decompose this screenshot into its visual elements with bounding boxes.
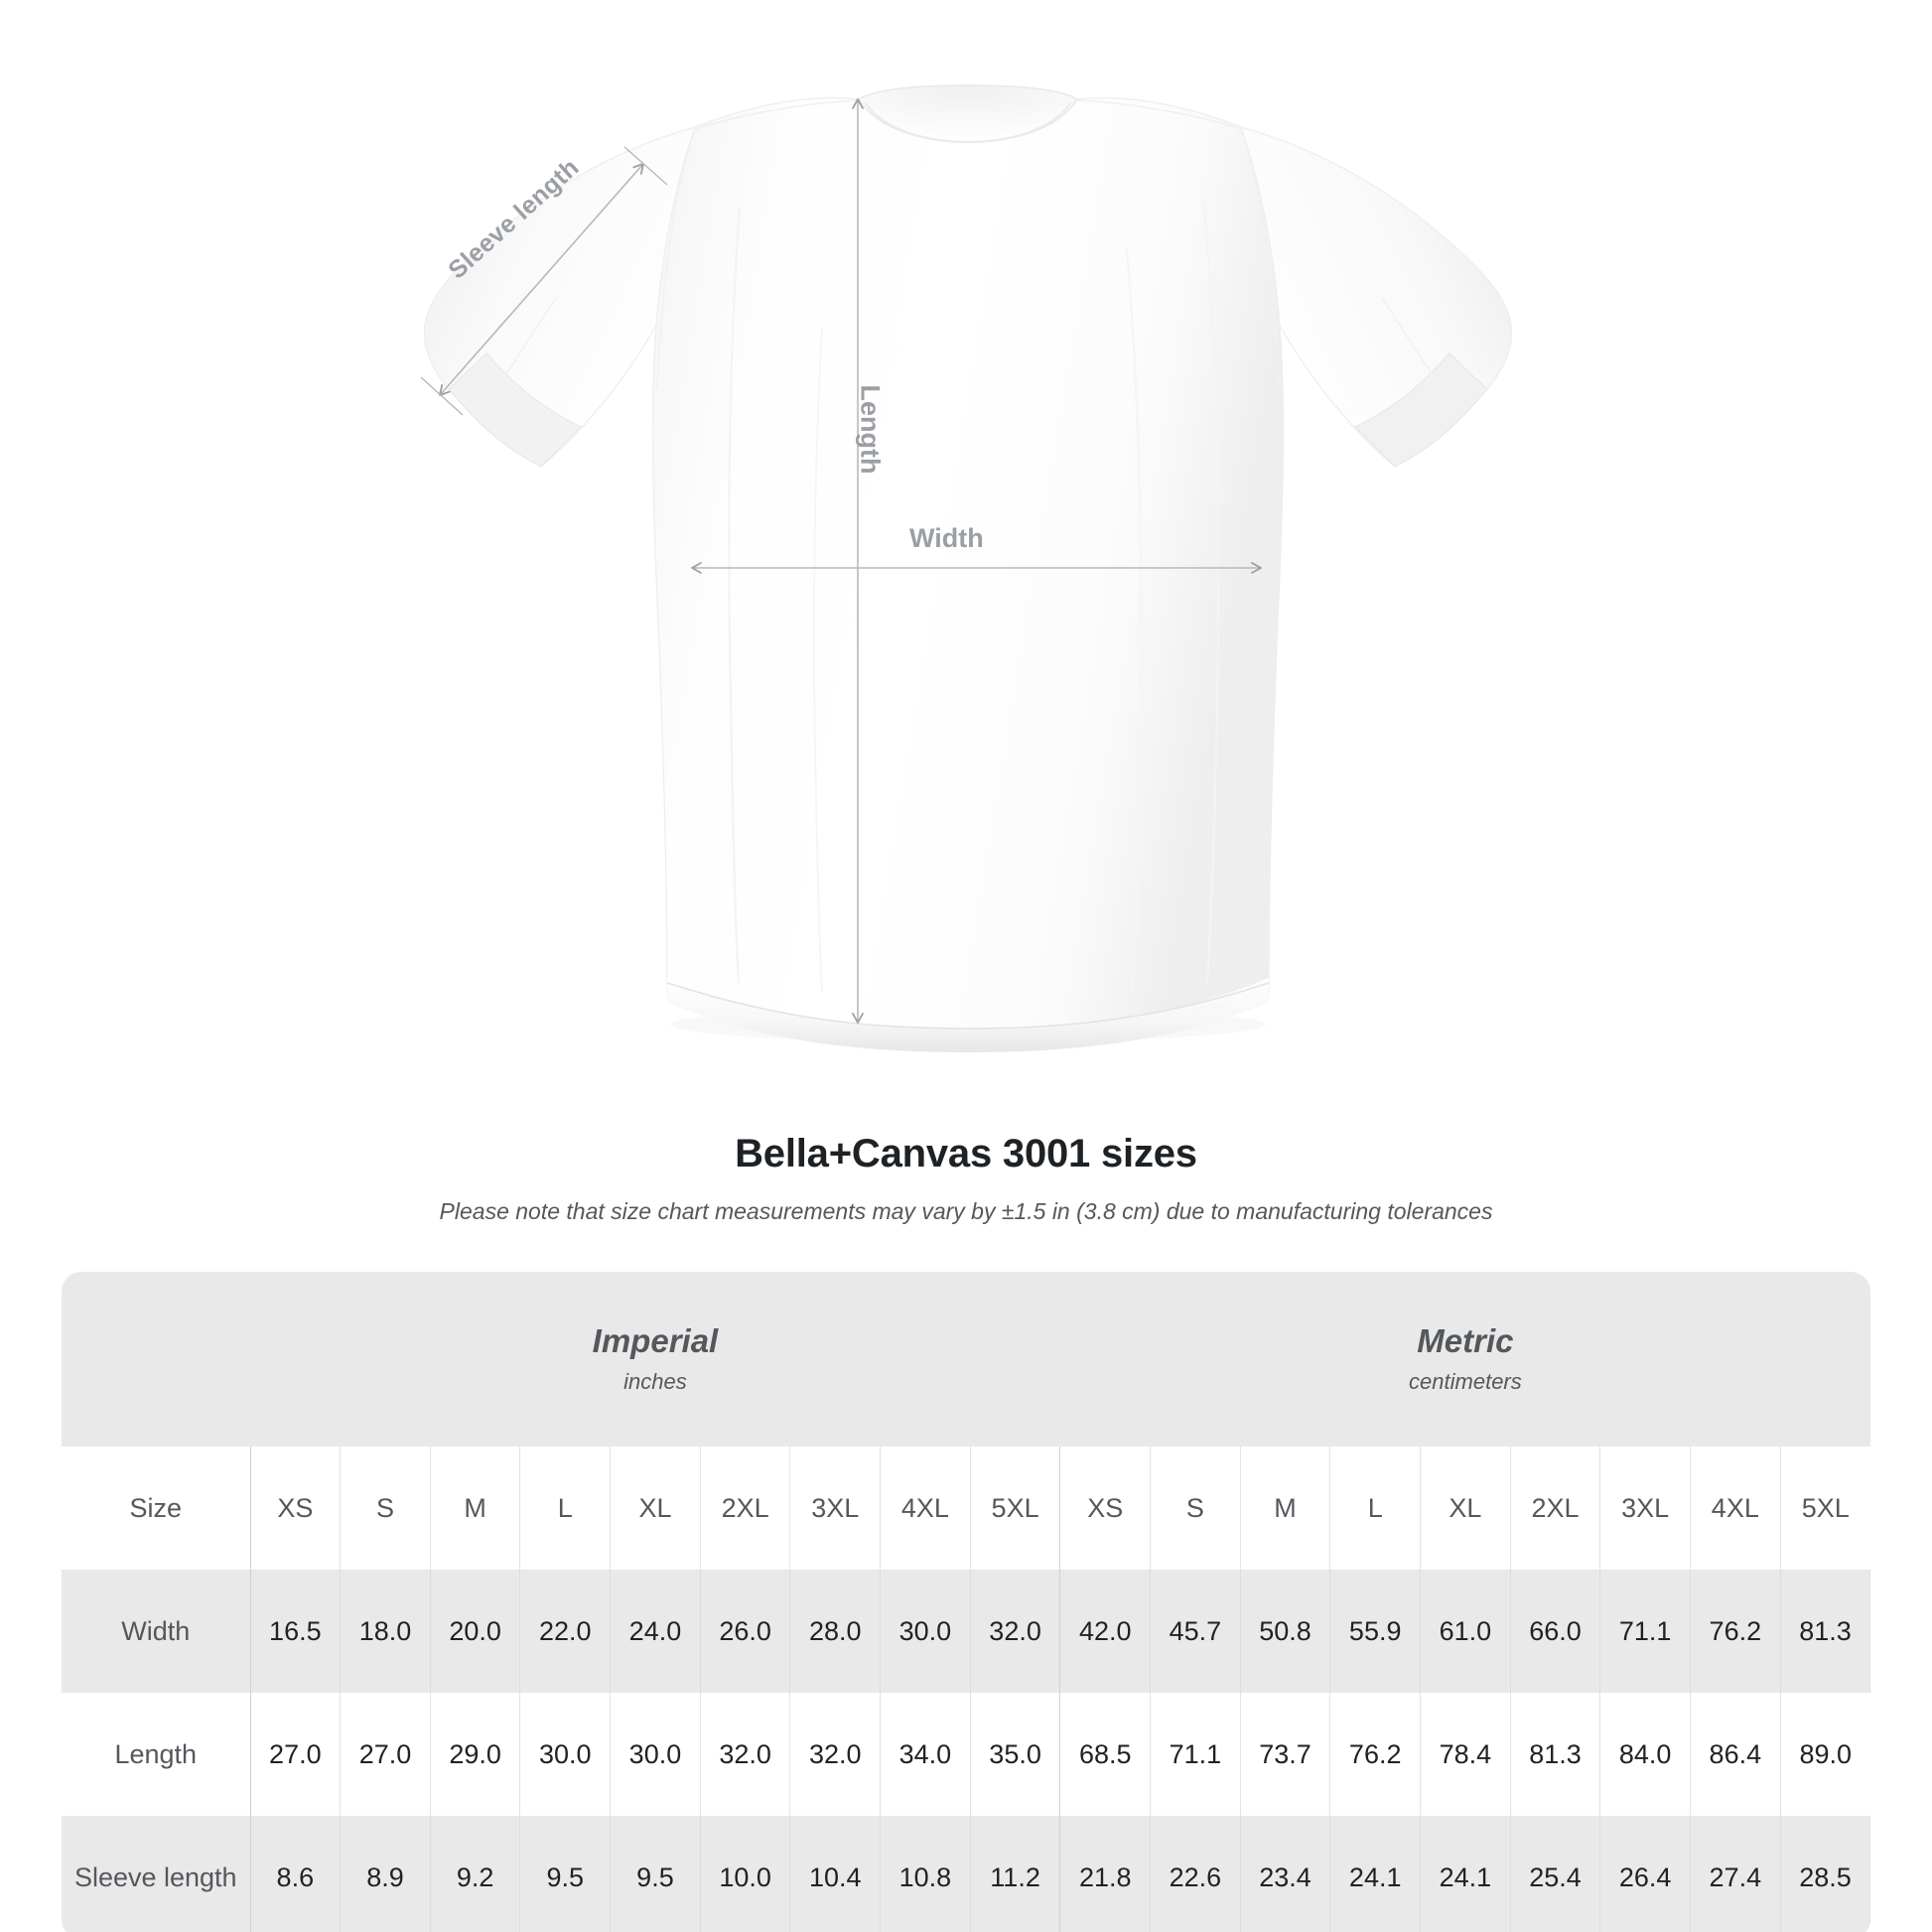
cell-imperial: 10.0 <box>700 1816 791 1932</box>
cell-metric: 76.2 <box>1329 1693 1422 1816</box>
cell-imperial: 22.0 <box>519 1570 612 1693</box>
cell-imperial: 28.0 <box>789 1570 882 1693</box>
size-header-imperial-s: S <box>340 1447 431 1570</box>
cell-metric: 22.6 <box>1150 1816 1241 1932</box>
cell-imperial: 27.0 <box>340 1693 431 1816</box>
cell-metric: 71.1 <box>1599 1570 1691 1693</box>
size-header-metric-3xl: 3XL <box>1599 1447 1691 1570</box>
cell-metric: 76.2 <box>1690 1570 1781 1693</box>
table-row: Sleeve length 8.6 8.9 9.2 9.5 9.5 10.0 10.4 10.8… <box>62 1816 1871 1932</box>
size-header-imperial-4xl: 4XL <box>880 1447 971 1570</box>
cell-metric: 24.1 <box>1420 1816 1511 1932</box>
chart-heading: Bella+Canvas 3001 sizes Please note that… <box>0 1132 1932 1225</box>
table-row: Length 27.0 27.0 29.0 30.0 30.0 32.0 32.0 34.0 35… <box>62 1693 1870 1816</box>
size-header-metric-m: M <box>1240 1447 1331 1570</box>
unit-group-row: Imperial inches Metric centimeters <box>62 1272 1870 1447</box>
cell-metric: 86.4 <box>1690 1693 1781 1816</box>
size-header-metric-xs: XS <box>1059 1447 1152 1570</box>
cell-metric: 78.4 <box>1420 1693 1511 1816</box>
size-header-metric-l: L <box>1329 1447 1422 1570</box>
size-header-imperial-xl: XL <box>610 1447 701 1570</box>
cell-imperial: 30.0 <box>880 1570 971 1693</box>
cell-metric: 81.3 <box>1780 1570 1871 1693</box>
cell-metric: 24.1 <box>1329 1816 1422 1932</box>
cell-metric: 45.7 <box>1150 1570 1241 1693</box>
cell-imperial: 34.0 <box>880 1693 971 1816</box>
cell-imperial: 20.0 <box>430 1570 521 1693</box>
row-label-width: Width <box>62 1570 251 1693</box>
cell-imperial: 27.0 <box>250 1693 342 1816</box>
cell-metric: 50.8 <box>1240 1570 1331 1693</box>
size-header-row: Size XS S M L XL 2XL 3XL 4XL 5XL XS S M L XL 2XL 3XL 4XL 5… <box>62 1447 1870 1570</box>
unit-group-metric: Metric centimeters <box>1059 1272 1870 1447</box>
cell-imperial: 8.6 <box>250 1816 342 1932</box>
size-header-metric-5xl: 5XL <box>1780 1447 1870 1570</box>
unit-group-name: Metric <box>1417 1321 1514 1359</box>
cell-metric: 28.5 <box>1780 1816 1871 1932</box>
cell-imperial: 32.0 <box>970 1570 1061 1693</box>
size-header-imperial-l: L <box>519 1447 612 1570</box>
unit-group-unit: inches <box>623 1369 687 1395</box>
tolerance-note: Please note that size chart measurements… <box>439 1198 1493 1224</box>
cell-metric: 25.4 <box>1510 1816 1601 1932</box>
size-header-imperial-m: M <box>430 1447 521 1570</box>
cell-imperial: 8.9 <box>340 1816 431 1932</box>
size-header-metric-s: S <box>1150 1447 1241 1570</box>
width-annotation-label: Width <box>909 523 984 553</box>
cell-imperial: 26.0 <box>700 1570 791 1693</box>
cell-imperial: 29.0 <box>430 1693 521 1816</box>
size-header-label: Size <box>62 1447 251 1570</box>
cell-imperial: 32.0 <box>789 1693 882 1816</box>
cell-imperial: 24.0 <box>610 1570 701 1693</box>
size-header-imperial-xs: XS <box>250 1447 342 1570</box>
table-row: Width 16.5 18.0 20.0 22.0 24.0 26.0 28.0 30.0 32.… <box>62 1570 1871 1693</box>
cell-metric: 42.0 <box>1059 1570 1152 1693</box>
unit-row-spacer <box>62 1272 250 1447</box>
cell-metric: 23.4 <box>1240 1816 1331 1932</box>
cell-imperial: 30.0 <box>610 1693 701 1816</box>
cell-imperial: 30.0 <box>519 1693 612 1816</box>
cell-metric: 71.1 <box>1150 1693 1241 1816</box>
cell-imperial: 10.8 <box>880 1816 971 1932</box>
tshirt-illustration: Sleeve length Length Width <box>420 84 1513 1052</box>
cell-metric: 26.4 <box>1599 1816 1691 1932</box>
page-title: Bella+Canvas 3001 sizes <box>735 1132 1197 1175</box>
cell-imperial: 10.4 <box>789 1816 882 1932</box>
cell-metric: 61.0 <box>1420 1570 1511 1693</box>
size-header-metric-4xl: 4XL <box>1690 1447 1781 1570</box>
length-annotation-label: Length <box>855 384 886 475</box>
cell-metric: 84.0 <box>1599 1693 1691 1816</box>
unit-group-imperial: Imperial inches <box>250 1272 1060 1447</box>
cell-imperial: 9.2 <box>430 1816 521 1932</box>
size-header-imperial-5xl: 5XL <box>970 1447 1061 1570</box>
size-header-metric-xl: XL <box>1420 1447 1511 1570</box>
cell-metric: 89.0 <box>1780 1693 1870 1816</box>
cell-metric: 27.4 <box>1690 1816 1781 1932</box>
cell-metric: 66.0 <box>1510 1570 1601 1693</box>
cell-metric: 68.5 <box>1059 1693 1152 1816</box>
unit-group-name: Imperial <box>592 1321 719 1359</box>
cell-imperial: 11.2 <box>970 1816 1061 1932</box>
size-header-imperial-2xl: 2XL <box>700 1447 791 1570</box>
cell-metric: 55.9 <box>1329 1570 1422 1693</box>
cell-imperial: 18.0 <box>340 1570 431 1693</box>
cell-imperial: 35.0 <box>970 1693 1061 1816</box>
cell-imperial: 9.5 <box>610 1816 701 1932</box>
cell-metric: 21.8 <box>1059 1816 1152 1932</box>
unit-group-unit: centimeters <box>1409 1369 1522 1395</box>
cell-metric: 81.3 <box>1510 1693 1601 1816</box>
size-header-metric-2xl: 2XL <box>1510 1447 1601 1570</box>
size-header-imperial-3xl: 3XL <box>789 1447 882 1570</box>
cell-metric: 73.7 <box>1240 1693 1331 1816</box>
cell-imperial: 9.5 <box>519 1816 612 1932</box>
size-table-container: Imperial inches Metric centimeters Size XS S M L… <box>62 1272 1871 1932</box>
row-label-length: Length <box>62 1693 251 1816</box>
cell-imperial: 32.0 <box>700 1693 791 1816</box>
size-chart-table: Imperial inches Metric centimeters Size XS S M L… <box>62 1272 1871 1932</box>
cell-imperial: 16.5 <box>250 1570 342 1693</box>
row-label-sleeve-length: Sleeve length <box>62 1816 251 1932</box>
